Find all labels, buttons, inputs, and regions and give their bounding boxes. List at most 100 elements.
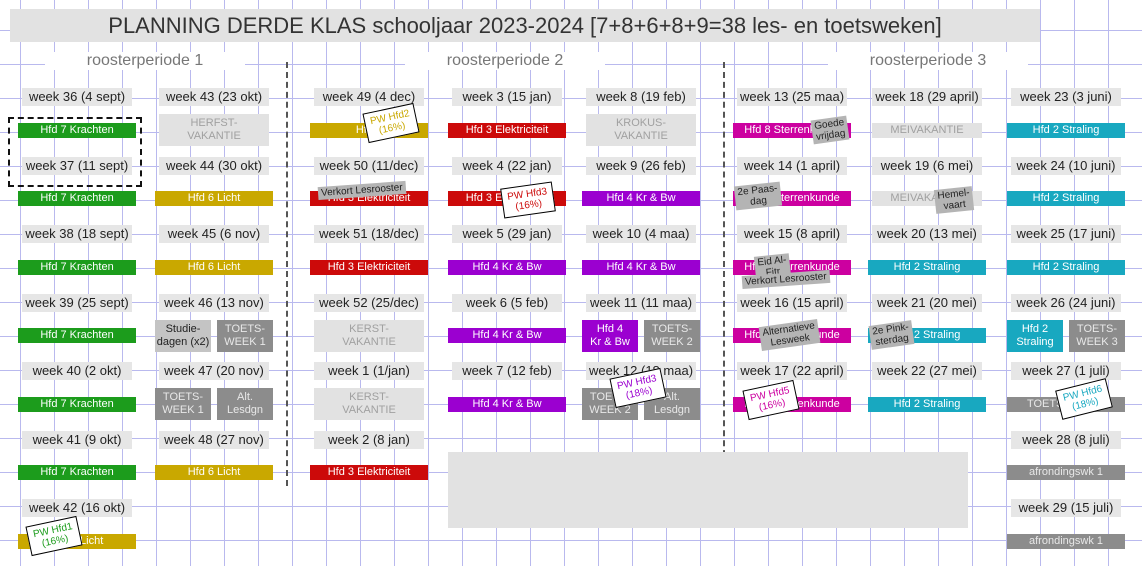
- week-label: week 28 (8 juli): [1011, 430, 1121, 449]
- plan-block: Hfd 4 Kr & Bw: [448, 396, 566, 412]
- week-label: week 4 (22 jan): [452, 156, 562, 175]
- plan-block: Alt. Lesdgn: [217, 388, 273, 420]
- plan-block: TOETS- WEEK 2: [644, 319, 700, 352]
- week-label: week 18 (29 april): [872, 88, 982, 106]
- week-label: week 42 (16 okt): [22, 499, 132, 517]
- plan-block: Hfd 3 Elektriciteit: [310, 259, 428, 275]
- plan-block: Hfd 3 Elektriciteit: [310, 465, 428, 480]
- plan-block: HERFST- VAKANTIE: [159, 114, 269, 146]
- week-label: week 5 (29 jan): [452, 225, 562, 243]
- plan-block: Hfd 2 Straling: [868, 259, 986, 275]
- period-divider: [723, 62, 725, 486]
- plan-block: afrondingswk 1: [1007, 533, 1125, 549]
- week-label: week 1 (1/jan): [314, 362, 424, 380]
- week-label: week 22 (27 mei): [872, 362, 982, 380]
- week-label: week 52 (25/dec): [314, 293, 424, 312]
- plan-block: Hfd 7 Krachten: [18, 122, 136, 138]
- period-heading: roosterperiode 2: [405, 52, 605, 70]
- week-label: week 20 (13 mei): [872, 225, 982, 243]
- plan-block: Hfd 7 Krachten: [18, 465, 136, 480]
- plan-block: Hfd 4 Kr & Bw: [582, 319, 638, 352]
- week-label: week 23 (3 juni): [1011, 88, 1121, 106]
- week-label: week 47 (20 nov): [159, 362, 269, 380]
- title: PLANNING DERDE KLAS schooljaar 2023-2024…: [10, 9, 1040, 42]
- week-label: week 24 (10 juni): [1011, 156, 1121, 175]
- plan-block: Hfd 6 Licht: [155, 465, 273, 480]
- sticker-note: PW Hfd1 (16%): [25, 515, 83, 557]
- plan-block: Hfd 4 Kr & Bw: [582, 259, 700, 275]
- sticker-note: 2e Paas- dag: [733, 181, 783, 210]
- plan-block: Hfd 4 Kr & Bw: [582, 191, 700, 206]
- plan-block: Hfd 6 Licht: [155, 259, 273, 275]
- period-heading: roosterperiode 1: [45, 52, 245, 70]
- week-label: week 8 (19 feb): [586, 88, 696, 106]
- plan-block: Hfd 7 Krachten: [18, 328, 136, 343]
- plan-block: Alt. Lesdgn: [644, 388, 700, 420]
- highlight-box: [8, 116, 142, 187]
- plan-block: TOETS- WEEK 3: [1069, 319, 1125, 352]
- sticker-note: Hemel- vaart: [933, 185, 975, 214]
- sticker-note: Alternatieve Lesweek: [758, 318, 821, 351]
- week-label: week 50 (11/dec): [314, 156, 424, 175]
- plan-block: Hfd 4 Kr & Bw: [448, 328, 566, 343]
- week-label: week 21 (20 mei): [872, 293, 982, 312]
- week-label: week 39 (25 sept): [22, 293, 132, 312]
- week-label: week 45 (6 nov): [159, 225, 269, 243]
- week-label: week 9 (26 feb): [586, 156, 696, 175]
- sticker-note: PW Hfd5 (16%): [742, 379, 800, 421]
- week-label: week 43 (23 okt): [159, 88, 269, 106]
- period-heading: roosterperiode 3: [828, 52, 1028, 70]
- week-label: week 48 (27 nov): [159, 430, 269, 449]
- week-label: week 41 (9 okt): [22, 430, 132, 449]
- week-label: week 25 (17 juni): [1011, 225, 1121, 243]
- plan-block: Hfd 2 Straling: [1007, 259, 1125, 275]
- plan-block: Hfd 7 Krachten: [18, 191, 136, 206]
- plan-block: Hfd 6 Licht: [155, 191, 273, 206]
- week-label: week 17 (22 april): [737, 362, 847, 380]
- week-label: week 38 (18 sept): [22, 225, 132, 243]
- plan-block: Hfd 2 Straling: [1007, 191, 1125, 206]
- week-label: week 13 (25 maa): [737, 88, 847, 106]
- plan-block: Hfd 7 Krachten: [18, 259, 136, 275]
- week-label: week 14 (1 april): [737, 156, 847, 175]
- plan-block: KERST- VAKANTIE: [314, 319, 424, 352]
- plan-block: Hfd 2 Straling: [1007, 319, 1063, 352]
- sticker-note: PW Hfd3 (16%): [500, 181, 556, 218]
- week-label: week 26 (24 juni): [1011, 293, 1121, 312]
- plan-block: Hfd 3 Elektriciteit: [448, 122, 566, 138]
- week-label: week 49 (4 dec): [314, 88, 424, 106]
- week-label: week 15 (8 april): [737, 225, 847, 243]
- plan-block: KERST- VAKANTIE: [314, 388, 424, 420]
- week-label: week 2 (8 jan): [314, 430, 424, 449]
- sticker-note: 2e Pink- sterdag: [868, 319, 915, 350]
- week-label: week 3 (15 jan): [452, 88, 562, 106]
- week-label: week 36 (4 sept): [22, 88, 132, 106]
- week-label: week 29 (15 juli): [1011, 499, 1121, 517]
- week-label: week 27 (1 juli): [1011, 362, 1121, 380]
- plan-block: TOETS- WEEK 1: [155, 388, 211, 420]
- week-label: week 11 (11 maa): [586, 293, 696, 312]
- week-label: week 51 (18/dec): [314, 225, 424, 243]
- week-label: week 46 (13 nov): [159, 293, 269, 312]
- week-label: week 40 (2 okt): [22, 362, 132, 380]
- week-label: week 19 (6 mei): [872, 156, 982, 175]
- week-label: week 16 (15 april): [737, 293, 847, 312]
- plan-block: Hfd 7 Krachten: [18, 396, 136, 412]
- plan-block: Hfd 2 Straling: [1007, 122, 1125, 138]
- week-label: week 7 (12 feb): [452, 362, 562, 380]
- plan-block: Hfd 2 Straling: [868, 396, 986, 412]
- plan-block: afrondingswk 1: [1007, 465, 1125, 480]
- sticker-note: Goede vrijdag: [810, 115, 850, 145]
- week-label: week 44 (30 okt): [159, 156, 269, 175]
- week-label: week 10 (4 maa): [586, 225, 696, 243]
- plan-block: Studie- dagen (x2): [155, 319, 211, 352]
- plan-block: Hfd 4 Kr & Bw: [448, 259, 566, 275]
- sticker-note: PW Hfd6 (18%): [1055, 378, 1113, 420]
- plan-block: MEIVAKANTIE: [872, 122, 982, 138]
- week-label: week 37 (11 sept): [22, 156, 132, 175]
- plan-block: KROKUS- VAKANTIE: [586, 114, 696, 146]
- week-label: week 6 (5 feb): [452, 293, 562, 312]
- plan-block: TOETS- WEEK 1: [217, 319, 273, 352]
- empty-area: [448, 452, 968, 528]
